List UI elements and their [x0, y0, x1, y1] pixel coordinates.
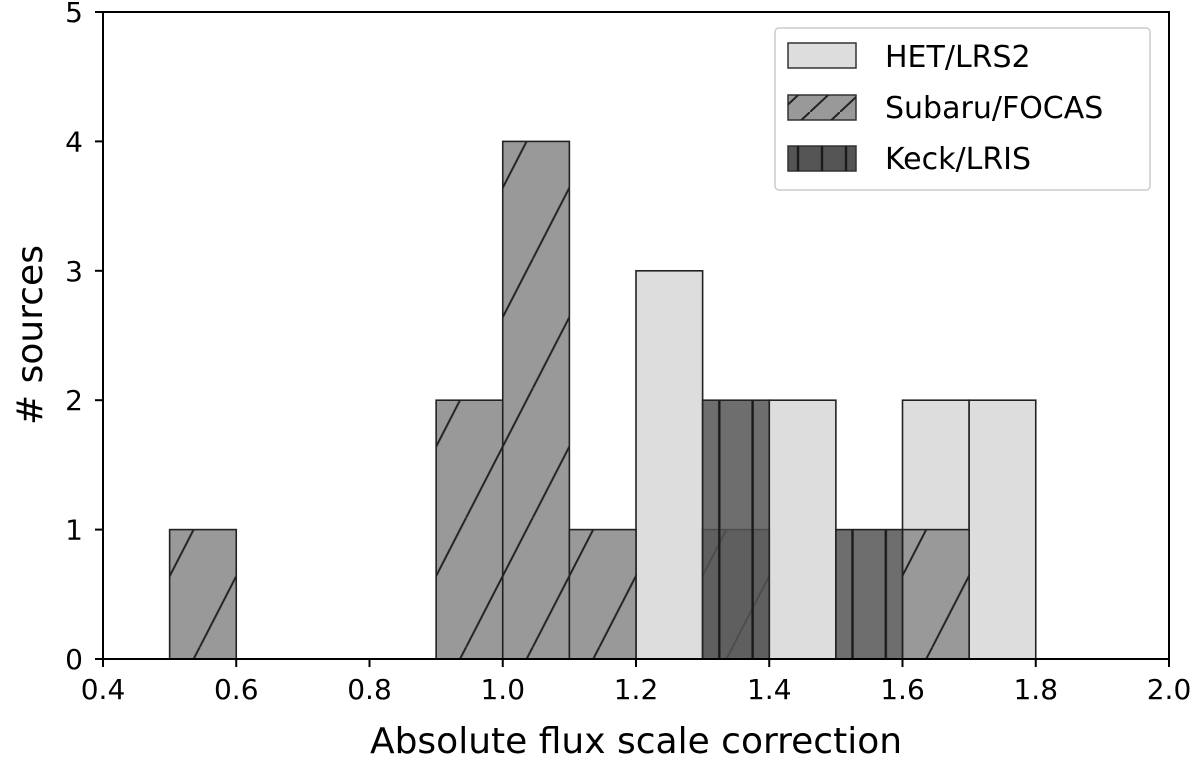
- y-axis-label: # sources: [10, 245, 51, 425]
- bar-hatch-keck-lris-1_3: [702, 400, 770, 659]
- x-tick-label: 1.4: [747, 673, 792, 706]
- bar-hatch-subaru-focas-0_9: [436, 400, 503, 659]
- bar-hatch-keck-lris-1_5: [835, 529, 903, 659]
- legend: HET/LRS2 Subaru/FOCAS Keck/LRIS: [774, 27, 1151, 191]
- x-tick-label: 1.2: [614, 673, 659, 706]
- legend-item-subaru-focas: Subaru/FOCAS: [787, 91, 1103, 126]
- y-tick-label: 5: [65, 0, 83, 29]
- legend-item-het-lrs2: HET/LRS2: [787, 40, 1031, 75]
- legend-swatch-keck-lris-hatch: [788, 146, 856, 171]
- y-axis: 0 1 2 3 4 5: [65, 0, 103, 676]
- bar-het-lrs2-1_2: [635, 269, 704, 660]
- y-tick-label: 0: [65, 643, 83, 676]
- legend-label-keck-lris: Keck/LRIS: [885, 142, 1031, 177]
- bar-hatch-subaru-focas-1: [502, 141, 570, 659]
- x-tick-label: 0.8: [347, 673, 392, 706]
- bar-het-lrs2-1_4: [768, 399, 837, 660]
- x-tick-label: 2.0: [1147, 673, 1192, 706]
- x-tick-label: 1.0: [480, 673, 525, 706]
- x-tick-label: 0.6: [214, 673, 259, 706]
- legend-label-subaru-focas: Subaru/FOCAS: [885, 91, 1103, 126]
- series-keck-lris: [701, 399, 904, 660]
- y-tick-label: 4: [65, 125, 83, 158]
- legend-box: [774, 27, 1151, 191]
- bar-hatch-subaru-focas-0_5: [169, 529, 237, 659]
- x-axis: 0.4 0.6 0.8 1.0 1.2 1.4 1.6 1.8 2.0: [81, 659, 1192, 706]
- legend-item-keck-lris: Keck/LRIS: [787, 142, 1031, 177]
- y-tick-label: 2: [65, 384, 83, 417]
- y-tick-label: 3: [65, 255, 83, 288]
- legend-swatch-subaru-focas-hatch: [788, 95, 856, 120]
- x-tick-label: 1.8: [1013, 673, 1058, 706]
- legend-label-het-lrs2: HET/LRS2: [885, 40, 1031, 75]
- x-axis-label: Absolute flux scale correction: [370, 721, 902, 762]
- y-tick-label: 1: [65, 514, 83, 547]
- bar-hatch-subaru-focas-1_6: [902, 529, 970, 659]
- bar-hatch-subaru-focas-1_1: [569, 529, 636, 659]
- x-tick-label: 0.4: [81, 673, 126, 706]
- bars-layer: [168, 140, 1037, 660]
- x-tick-label: 1.6: [880, 673, 925, 706]
- bar-het-lrs2-1_7: [968, 399, 1037, 660]
- legend-swatch-het-lrs2: [787, 42, 857, 69]
